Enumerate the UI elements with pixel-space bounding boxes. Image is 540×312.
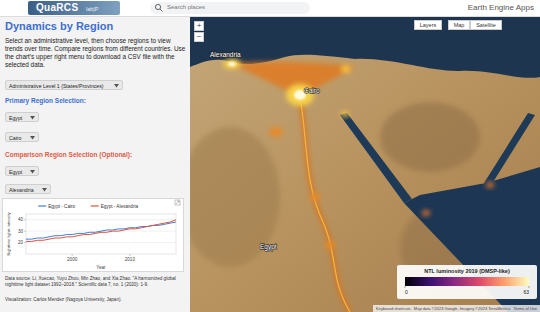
- suez-lights: [341, 111, 349, 117]
- dropdown[interactable]: Egypt: [5, 166, 39, 176]
- line-chart: 20 30 40 2000 2010 Year Nighttime lights inten…: [2, 198, 184, 272]
- dropdown[interactable]: Cairo: [5, 132, 39, 142]
- zoom-button[interactable]: +: [194, 21, 204, 31]
- map[interactable]: Alexandria Cairo Egypt +− Layers MapSatellite…: [190, 17, 540, 312]
- gulf-of-suez: [340, 113, 412, 203]
- dropdown-arrow-shape: [42, 188, 47, 192]
- page: { "header": { "logo": "QuaRCS", "logo_su…: [0, 0, 540, 312]
- place-label: Alexandria: [210, 51, 241, 58]
- legend-swatch: [38, 205, 46, 206]
- panel-title: Dynamics by Region: [5, 20, 113, 32]
- dropdown[interactable]: Administrative Level 1 (States/Provinces…: [5, 80, 123, 90]
- y-tick: [24, 231, 26, 232]
- data-group: [26, 220, 176, 242]
- alexandria-core: [228, 62, 236, 67]
- grid-line: [26, 219, 176, 220]
- legend-label: Egypt - Cairo: [48, 204, 75, 209]
- nile-lights: [300, 97, 350, 312]
- hurghada-lights: [422, 210, 430, 216]
- dropdown-arrow-shape: [114, 84, 119, 88]
- x-tick: [129, 254, 130, 256]
- plot-frame: [26, 214, 176, 254]
- comparison-heading: Comparison Region Selection (Optional):: [5, 151, 132, 158]
- search-box[interactable]: Search places: [150, 2, 310, 14]
- desert-patch: [190, 127, 280, 267]
- map-button[interactable]: Map: [448, 20, 470, 30]
- color-bar-tick-label: 0: [405, 289, 408, 295]
- place-label: Cairo: [304, 87, 320, 94]
- zoom-button[interactable]: −: [194, 32, 204, 42]
- asyut-lights: [325, 241, 335, 249]
- search-icon-ring: [155, 4, 160, 9]
- dropdown[interactable]: Egypt: [5, 112, 39, 122]
- place-label: Egypt: [260, 243, 277, 251]
- panel-description: Select an administrative level, then cho…: [5, 37, 186, 69]
- map-button[interactable]: Layers: [414, 20, 442, 30]
- y-axis-title: Nighttime lights intensity: [6, 212, 11, 255]
- dropdown-arrow: [30, 136, 35, 140]
- dropdown-arrow: [114, 84, 119, 88]
- logo-sub: lab|P: [86, 6, 98, 12]
- map-attribution: Keyboard shortcuts Map data ©2023 Google…: [373, 305, 540, 312]
- x-tick-label: 2000: [67, 257, 78, 262]
- alexandria-glow: [223, 59, 241, 69]
- fayoum-lights: [269, 127, 283, 137]
- dropdown-value: Egypt: [9, 115, 22, 121]
- nile-lights-glow: [300, 97, 350, 312]
- y-tick: [24, 242, 26, 243]
- dropdown-value: Alexandria: [9, 187, 34, 193]
- dropdown-arrow: [30, 116, 35, 120]
- logo[interactable]: QuaRCS lab|P: [28, 1, 120, 15]
- map-button[interactable]: Satellite: [470, 20, 502, 30]
- port-said-lights: [341, 65, 351, 73]
- dropdown-arrow: [30, 170, 35, 174]
- dropdown-value: Administrative Level 1 (States/Provinces…: [9, 83, 104, 89]
- dropdown-value: Cairo: [9, 135, 21, 141]
- color-bar: [405, 277, 529, 286]
- dropdown-arrow: [42, 188, 47, 192]
- legend-background: [397, 265, 537, 299]
- dropdown[interactable]: Alexandria: [5, 184, 51, 194]
- series-line: [26, 222, 176, 239]
- color-bar-tick: [529, 286, 530, 288]
- color-bar-tick: [405, 286, 406, 288]
- ntl-legend: NTL luminosity 2019 (DMSP-like) 0 63: [397, 265, 537, 299]
- chart-expand-icon: [175, 200, 180, 205]
- search-icon-handle: [160, 9, 163, 12]
- app-title: Earth Engine Apps: [468, 3, 534, 12]
- legend-label: Egypt - Alexandria: [101, 204, 139, 209]
- legend-title: NTL luminosity 2019 (DMSP-like): [424, 268, 510, 274]
- data-source: Data source: Li, Xuecao, Yuyu Zhou, Min …: [5, 276, 185, 287]
- visualization-credit: Visualization: Carlos Mendez (Nagoya Uni…: [5, 297, 185, 302]
- primary-heading: Primary Region Selection:: [5, 97, 86, 104]
- expand-box: [175, 200, 180, 205]
- dropdown-value: Egypt: [9, 169, 22, 175]
- grid-line: [26, 242, 176, 243]
- chart-panel: 20 30 40 2000 2010 Year Nighttime lights inten…: [2, 198, 184, 272]
- expand-arrow: [176, 201, 179, 204]
- x-axis-title: Year: [96, 265, 106, 270]
- sinai-mountains: [380, 102, 480, 172]
- y-tick-label: 40: [18, 217, 24, 222]
- series-line: [26, 220, 176, 242]
- search-icon: [154, 3, 164, 13]
- x-tick: [72, 254, 73, 256]
- legend-swatch: [91, 205, 99, 206]
- y-tick-label: 30: [18, 229, 24, 234]
- dropdown-arrow-shape: [30, 116, 35, 120]
- color-bar-tick-label: 63: [523, 289, 529, 295]
- y-tick: [24, 219, 26, 220]
- x-tick-label: 2010: [125, 257, 136, 262]
- header: QuaRCS lab|P Search places Earth Engine App…: [0, 0, 540, 17]
- logo-text: QuaRCS: [36, 2, 78, 13]
- suez-canal-lights: [344, 67, 346, 115]
- minya-lights: [310, 193, 320, 201]
- search-placeholder: Search places: [167, 4, 205, 10]
- y-tick-label: 20: [18, 240, 24, 245]
- sinai-tip-lights: [486, 182, 494, 188]
- dropdown-arrow-shape: [30, 136, 35, 140]
- dropdown-arrow-shape: [30, 170, 35, 174]
